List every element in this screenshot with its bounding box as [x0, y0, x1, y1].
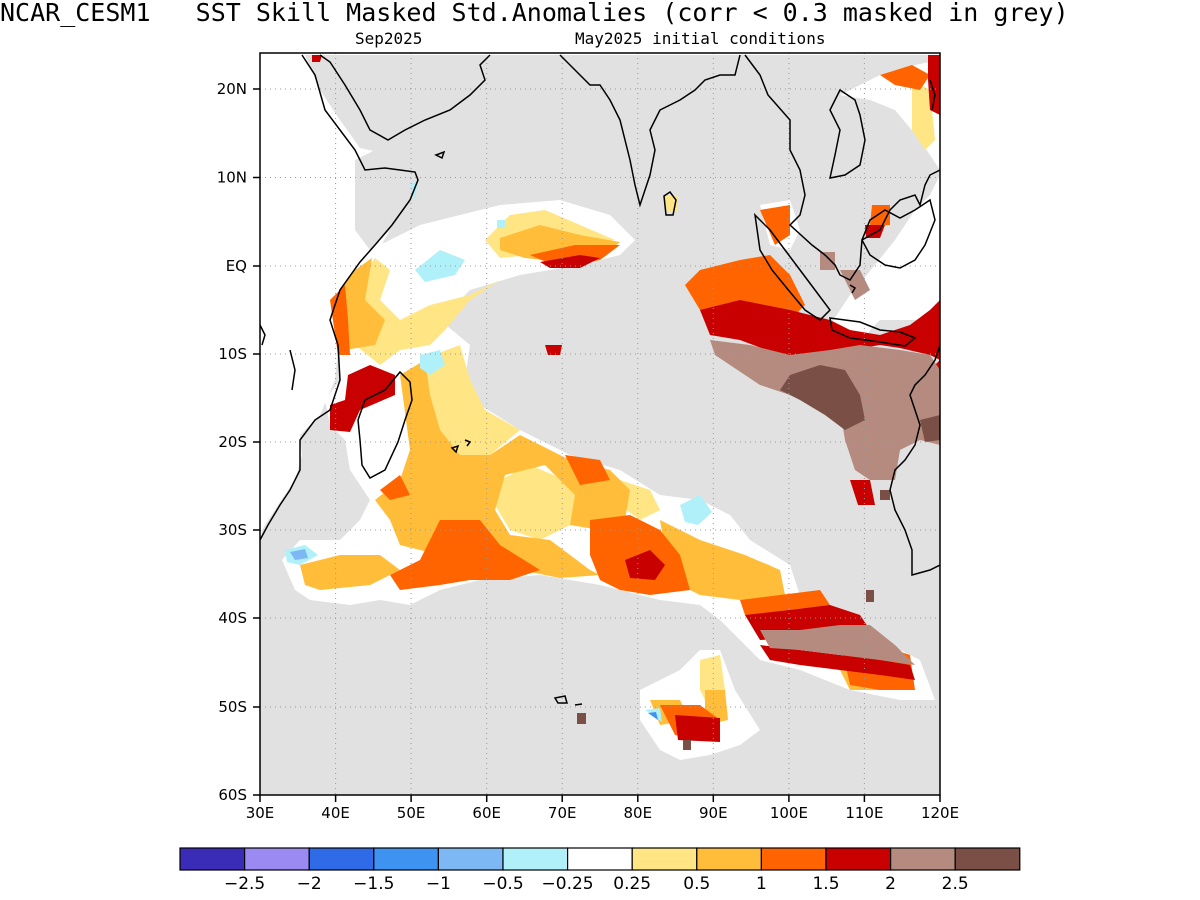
colorbar-swatch — [179, 847, 246, 871]
colorbar-swatch — [889, 847, 956, 871]
lon-label: 50E — [397, 804, 426, 822]
north-ocean-mask — [355, 60, 940, 320]
colorbar-swatch — [566, 847, 633, 871]
colorbar-label: 0.5 — [683, 874, 710, 894]
lon-label: 100E — [770, 804, 808, 822]
map-plot-area — [260, 53, 940, 795]
colorbar-label: 2.5 — [942, 874, 969, 894]
anomaly-negative — [285, 180, 712, 722]
colorbar-label: −1 — [426, 874, 451, 894]
anomaly-over-2.5 — [577, 365, 940, 750]
colorbar-swatch — [437, 847, 504, 871]
title-text: SST Skill Masked Std.Anomalies (corr < 0… — [195, 0, 1069, 27]
graticule — [260, 53, 940, 795]
lat-label: 20N — [217, 80, 247, 98]
colorbar-label: 2 — [885, 874, 896, 894]
borneo — [861, 198, 936, 269]
init-conditions-label: May2025 initial conditions — [575, 29, 826, 48]
lon-label: 60E — [472, 804, 501, 822]
colorbar-label: −1.5 — [353, 874, 394, 894]
colorbar-swatch — [696, 847, 762, 871]
anomaly-1.5-2 — [312, 55, 940, 742]
madagascar — [357, 370, 413, 479]
colorbar-label: −2.5 — [224, 874, 265, 894]
lon-label: 40E — [321, 804, 350, 822]
colorbar-swatch — [760, 847, 827, 871]
africa-coast — [260, 54, 419, 541]
anomaly-2-2.5 — [710, 252, 940, 665]
colorbar-label: −0.5 — [482, 874, 523, 894]
colorbar-swatch — [502, 847, 569, 871]
india-coast — [559, 54, 741, 208]
australia-coast — [889, 344, 940, 576]
lat-label: EQ — [226, 257, 247, 275]
colorbar-swatch — [631, 847, 698, 871]
colorbar-label: 0.25 — [613, 874, 651, 894]
lat-label: 50S — [218, 698, 247, 716]
lat-label: 60S — [218, 786, 247, 804]
lon-label: 110E — [845, 804, 883, 822]
colorbar-labels: −2.5 −2 −1.5 −1 −0.5 −0.25 0.25 0.5 1 1.5 2 2.5 — [224, 874, 969, 894]
colorbar-label: 1.5 — [812, 874, 839, 894]
java — [829, 317, 917, 347]
lat-label: 40S — [218, 609, 247, 627]
lon-tick-labels: 30E 40E 50E 60E 70E 80E 90E 100E 110E 12… — [246, 804, 959, 822]
lon-label: 90E — [699, 804, 728, 822]
colorbar-swatch — [308, 847, 375, 871]
lat-label: 30S — [218, 521, 247, 539]
lon-label: 120E — [921, 804, 959, 822]
lat-tick-labels: 20N 10N EQ 10S 20S 30S 40S 50S 60S — [217, 80, 247, 804]
sumatra — [753, 212, 831, 321]
sri-lanka — [663, 190, 677, 216]
lat-label: 20S — [218, 433, 247, 451]
colorbar-label: 1 — [756, 874, 767, 894]
model-name: NCAR_CESM1 — [0, 0, 151, 27]
colorbar-swatch — [954, 847, 1021, 871]
lon-label: 80E — [624, 804, 653, 822]
colorbar-label: −0.25 — [542, 874, 594, 894]
arabia-coast — [319, 54, 491, 141]
lat-label: 10S — [218, 345, 247, 363]
coastlines — [260, 54, 940, 706]
map-title: NCAR_CESM1 SST Skill Masked Std.Anomalie… — [0, 0, 1200, 27]
target-month-label: Sep2025 — [355, 29, 423, 48]
colorbar — [179, 847, 1021, 871]
lon-label: 30E — [246, 804, 275, 822]
lon-label: 70E — [548, 804, 577, 822]
colorbar-swatch — [825, 847, 892, 871]
colorbar-swatch — [244, 847, 310, 871]
tick-marks — [253, 88, 941, 802]
indochina — [829, 88, 866, 179]
southeast-asia-coast — [744, 54, 940, 281]
lat-label: 10N — [217, 169, 247, 187]
colorbar-swatch — [373, 847, 439, 871]
colorbar-label: −2 — [297, 874, 322, 894]
plot-frame — [259, 52, 941, 796]
